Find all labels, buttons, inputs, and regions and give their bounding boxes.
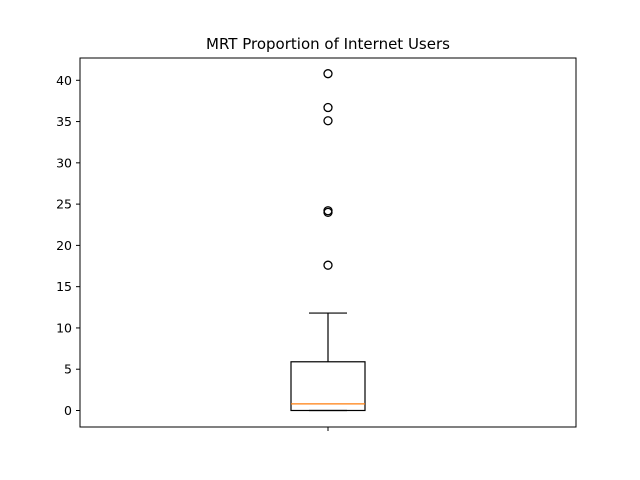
axes-frame [79,57,577,428]
y-tick-label: 25 [56,197,72,212]
y-tick-label: 5 [64,362,72,377]
y-tick-label: 30 [56,155,72,170]
chart-title: MRT Proportion of Internet Users [206,35,450,53]
plot-area [290,69,366,412]
y-tick-label: 0 [64,403,72,418]
outlier-point [323,260,333,270]
outlier-point [323,69,333,79]
y-tick-label: 35 [56,114,72,129]
y-tick-label: 20 [56,238,72,253]
outlier-point [323,116,333,126]
y-tick-label: 15 [56,279,72,294]
box-iqr [290,361,366,412]
axes: 0 5 10 15 20 25 30 35 40 [56,57,577,431]
y-tick-label: 10 [56,320,72,335]
outlier-point [323,206,333,216]
y-tick-label: 40 [56,73,72,88]
outlier-point [323,102,333,113]
